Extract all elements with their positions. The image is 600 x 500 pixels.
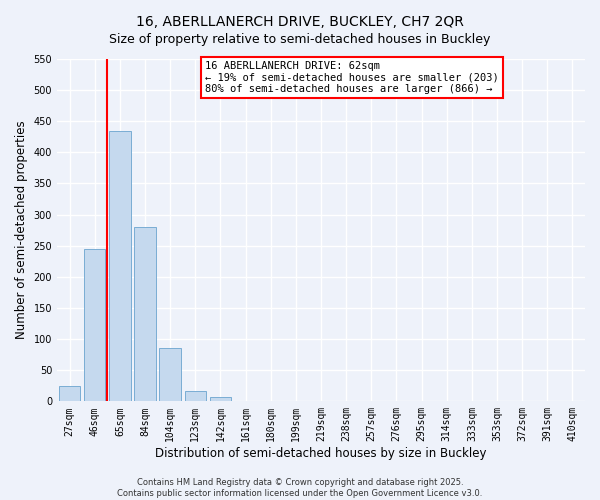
Bar <box>160 348 181 402</box>
Bar <box>84 249 106 402</box>
Bar <box>109 130 131 402</box>
Bar <box>235 400 256 402</box>
Bar <box>210 397 231 402</box>
Text: Size of property relative to semi-detached houses in Buckley: Size of property relative to semi-detach… <box>109 32 491 46</box>
X-axis label: Distribution of semi-detached houses by size in Buckley: Distribution of semi-detached houses by … <box>155 447 487 460</box>
Y-axis label: Number of semi-detached properties: Number of semi-detached properties <box>15 121 28 340</box>
Bar <box>134 227 156 402</box>
Text: 16, ABERLLANERCH DRIVE, BUCKLEY, CH7 2QR: 16, ABERLLANERCH DRIVE, BUCKLEY, CH7 2QR <box>136 15 464 29</box>
Text: Contains HM Land Registry data © Crown copyright and database right 2025.
Contai: Contains HM Land Registry data © Crown c… <box>118 478 482 498</box>
Bar <box>185 392 206 402</box>
Bar <box>59 386 80 402</box>
Text: 16 ABERLLANERCH DRIVE: 62sqm
← 19% of semi-detached houses are smaller (203)
80%: 16 ABERLLANERCH DRIVE: 62sqm ← 19% of se… <box>205 60 499 94</box>
